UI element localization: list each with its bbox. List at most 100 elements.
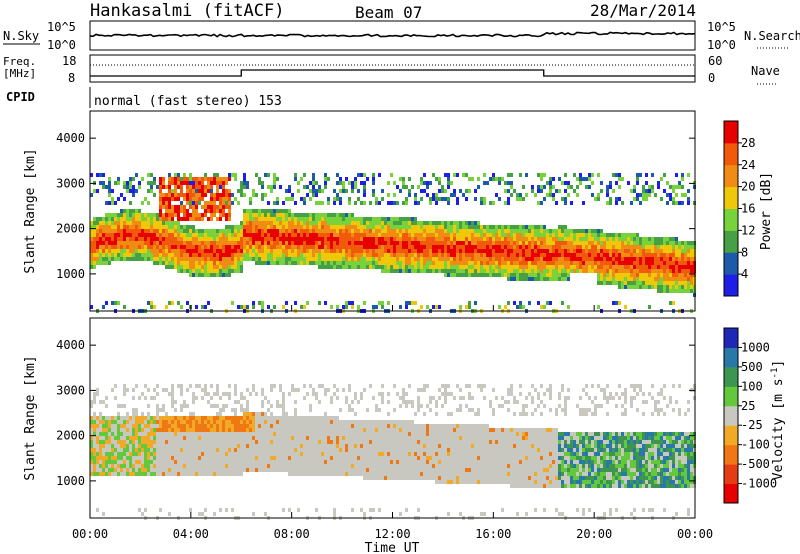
velocity-cell [231,416,234,420]
velocity-cell [306,468,309,472]
velocity-cell [198,444,201,448]
power-cell [237,261,240,265]
power-cell [258,177,261,181]
power-cell [408,233,411,237]
power-cell [618,173,621,177]
velocity-cell [255,424,258,428]
power-cell [195,249,198,253]
power-cell [528,277,531,281]
power-cell [114,241,117,245]
power-cell [174,181,177,185]
velocity-cell [135,448,138,452]
power-cell [669,241,672,245]
power-cell [270,233,273,237]
power-cell [606,189,609,193]
power-cell [138,237,141,241]
power-cell [453,253,456,257]
power-cell [525,249,528,253]
power-cell [354,177,357,181]
power-cell [108,225,111,229]
power-cell [189,265,192,269]
velocity-cell [159,444,162,448]
velocity-cell [252,416,255,420]
power-cell [399,241,402,245]
power-cell [486,245,489,249]
power-cell [102,173,105,177]
velocity-cell [270,420,273,424]
power-cell [510,269,513,273]
power-cell [219,265,222,269]
velocity-cell [204,448,207,452]
power-cell [258,181,261,185]
power-cell [678,273,681,277]
velocity-cell [111,440,114,444]
power-cell [381,245,384,249]
power-cell [486,253,489,257]
power-cell [501,177,504,181]
velocity-cell [237,436,240,440]
velocity-cell [156,468,159,472]
power-cell [135,237,138,241]
velocity-cell [114,472,117,476]
power-cell [495,269,498,273]
velocity-cell [231,428,234,432]
velocity-cell [252,444,255,448]
power-cell [684,281,687,285]
power-cell [228,201,231,205]
velocity-cell [126,424,129,428]
velocity-cell [123,448,126,452]
power-cell [369,253,372,257]
velocity-cell [159,464,162,468]
velocity-cell [207,392,210,396]
power-cell [399,221,402,225]
power-cell [330,241,333,245]
velocity-cell [90,460,93,464]
power-cell [186,245,189,249]
power-cell [195,189,198,193]
power-cell [156,253,159,257]
power-cell [183,249,186,253]
power-cell [366,249,369,253]
velocity-cell [270,412,273,416]
power-cell [291,229,294,233]
power-cell [264,233,267,237]
velocity-cell [237,460,240,464]
velocity-cell [108,472,111,476]
power-cell [600,253,603,257]
velocity-cell [261,432,264,436]
power-cell [204,205,207,209]
power-cell [588,233,591,237]
power-cell [480,201,483,205]
velocity-cell [114,416,117,420]
power-cell [630,257,633,261]
power-cell [165,253,168,257]
velocity-cell [96,448,99,452]
power-cell [642,189,645,193]
velocity-cell [330,428,333,432]
power-cell [141,233,144,237]
power-cell [531,233,534,237]
velocity-cell [255,392,258,396]
power-cell [255,241,258,245]
power-cell [366,217,369,221]
velocity-cell [108,460,111,464]
power-cell [411,257,414,261]
velocity-cell [300,440,303,444]
velocity-cell [243,444,246,448]
power-cell [339,241,342,245]
velocity-cell [210,464,213,468]
velocity-cell [117,464,120,468]
power-cell [504,257,507,261]
velocity-cell [225,468,228,472]
velocity-cell [282,508,285,512]
velocity-cell [321,432,324,436]
power-cell [132,213,135,217]
velocity-cell [219,464,222,468]
power-cell [333,189,336,193]
velocity-cell [321,448,324,452]
velocity-cell [282,448,285,452]
power-cell [606,241,609,245]
power-cell [108,217,111,221]
velocity-cell [264,412,267,416]
power-cell [618,253,621,257]
